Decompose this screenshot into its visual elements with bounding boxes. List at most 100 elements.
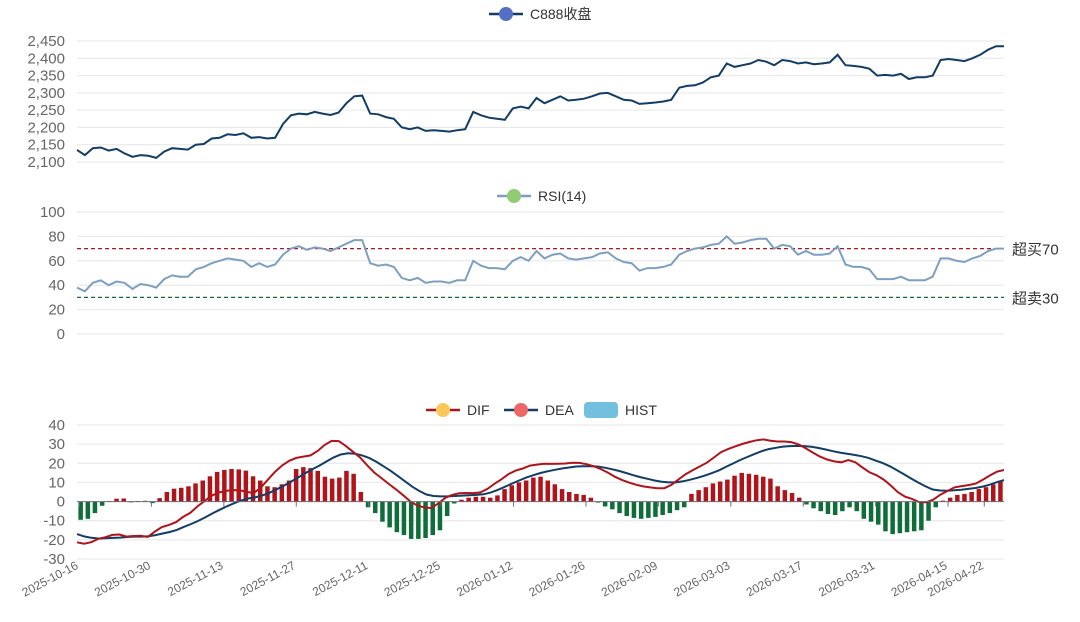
hist-bar[interactable] [466,497,471,502]
hist-bar[interactable] [919,501,924,531]
hist-bar[interactable] [150,501,155,504]
hist-bar[interactable] [811,501,816,509]
hist-bar[interactable] [998,480,1003,502]
hist-bar[interactable] [502,489,507,502]
hist-bar[interactable] [775,486,780,502]
hist-bar[interactable] [610,501,615,510]
hist-bar[interactable] [696,490,701,502]
hist-bar[interactable] [660,501,665,515]
hist-bar[interactable] [351,473,356,502]
hist-bar[interactable] [329,478,335,502]
legend-item-c888[interactable]: C888收盘 [489,6,591,22]
hist-bar[interactable] [538,476,543,502]
hist-bar[interactable] [437,501,443,531]
hist-bar[interactable] [725,479,730,502]
hist-bar[interactable] [710,483,716,502]
hist-bar[interactable] [236,469,242,502]
hist-bar[interactable] [761,476,766,502]
rsi-series-line[interactable] [76,235,1004,293]
hist-bar[interactable] [509,485,515,502]
hist-bar[interactable] [653,501,658,517]
hist-bar[interactable] [473,496,479,502]
hist-bar[interactable] [595,501,601,503]
hist-bar[interactable] [380,501,385,522]
hist-bar[interactable] [983,487,989,502]
legend-item-hist[interactable]: HIST [584,402,657,418]
hist-bar[interactable] [559,489,565,502]
hist-bar[interactable] [876,501,881,525]
hist-bar[interactable] [214,471,220,502]
hist-bar[interactable] [804,501,809,505]
hist-bar[interactable] [279,484,285,502]
dea-series-line[interactable] [76,444,1005,540]
legend-item-dea[interactable]: DEA [504,402,574,418]
hist-bar[interactable] [897,501,903,534]
hist-bar[interactable] [78,501,83,520]
hist-bar[interactable] [890,501,895,535]
hist-bar[interactable] [179,487,184,502]
hist-bar[interactable] [782,490,788,502]
macd-legend[interactable]: DIF DEA HIST [426,402,657,418]
hist-bar[interactable] [401,501,407,536]
hist-bar[interactable] [717,481,723,502]
rsi-legend[interactable]: RSI(14) [497,188,586,204]
hist-bar[interactable] [854,501,860,512]
hist-bar[interactable] [588,497,594,502]
hist-bar[interactable] [955,494,960,502]
legend-item-rsi[interactable]: RSI(14) [497,188,586,204]
hist-bar[interactable] [200,480,206,502]
hist-bar[interactable] [991,484,996,502]
hist-bar[interactable] [545,480,551,502]
hist-bar[interactable] [531,477,536,502]
hist-bar[interactable] [99,501,105,506]
hist-bar[interactable] [832,501,838,515]
hist-bar[interactable] [157,498,162,502]
hist-bar[interactable] [789,493,795,502]
hist-bar[interactable] [286,480,292,502]
hist-bar[interactable] [408,501,414,539]
hist-bar[interactable] [516,482,522,502]
price-legend[interactable]: C888收盘 [489,6,591,22]
hist-bar[interactable] [337,477,342,502]
hist-bar[interactable] [868,501,874,522]
hist-bar[interactable] [674,501,680,511]
hist-bar[interactable] [840,501,845,512]
hist-bar[interactable] [581,494,586,502]
hist-bar[interactable] [171,488,177,502]
hist-bar[interactable] [976,489,982,502]
hist-bar[interactable] [459,499,464,502]
hist-bar[interactable] [825,501,831,514]
hist-bar[interactable] [416,501,421,539]
hist-bar[interactable] [969,492,974,502]
hist-bar[interactable] [904,501,910,533]
hist-bar[interactable] [638,501,644,519]
hist-bar[interactable] [631,501,637,518]
hist-bar[interactable] [250,476,256,502]
hist-bar[interactable] [667,501,673,514]
hist-bar[interactable] [682,501,687,508]
hist-bar[interactable] [114,498,119,502]
hist-bar[interactable] [847,501,852,508]
hist-bar[interactable] [962,493,967,502]
hist-bar[interactable] [358,492,364,502]
hist-bar[interactable] [444,501,450,516]
hist-bar[interactable] [186,486,191,502]
dif-series-line[interactable] [76,438,1005,545]
hist-bar[interactable] [567,492,572,502]
hist-bar[interactable] [92,501,98,514]
hist-bar[interactable] [243,470,249,502]
hist-bar[interactable] [164,492,170,502]
hist-bar[interactable] [480,496,486,502]
hist-bar[interactable] [753,474,759,502]
hist-bar[interactable] [552,484,558,502]
hist-bar[interactable] [646,501,651,518]
hist-bar[interactable] [926,501,931,521]
hist-bar[interactable] [768,478,773,502]
hist-bar[interactable] [818,501,824,512]
hist-bar[interactable] [452,501,457,504]
hist-bar[interactable] [121,498,127,502]
hist-bar[interactable] [947,497,953,502]
hist-bar[interactable] [488,497,493,502]
hist-bar[interactable] [746,473,752,502]
hist-bar[interactable] [258,480,263,502]
